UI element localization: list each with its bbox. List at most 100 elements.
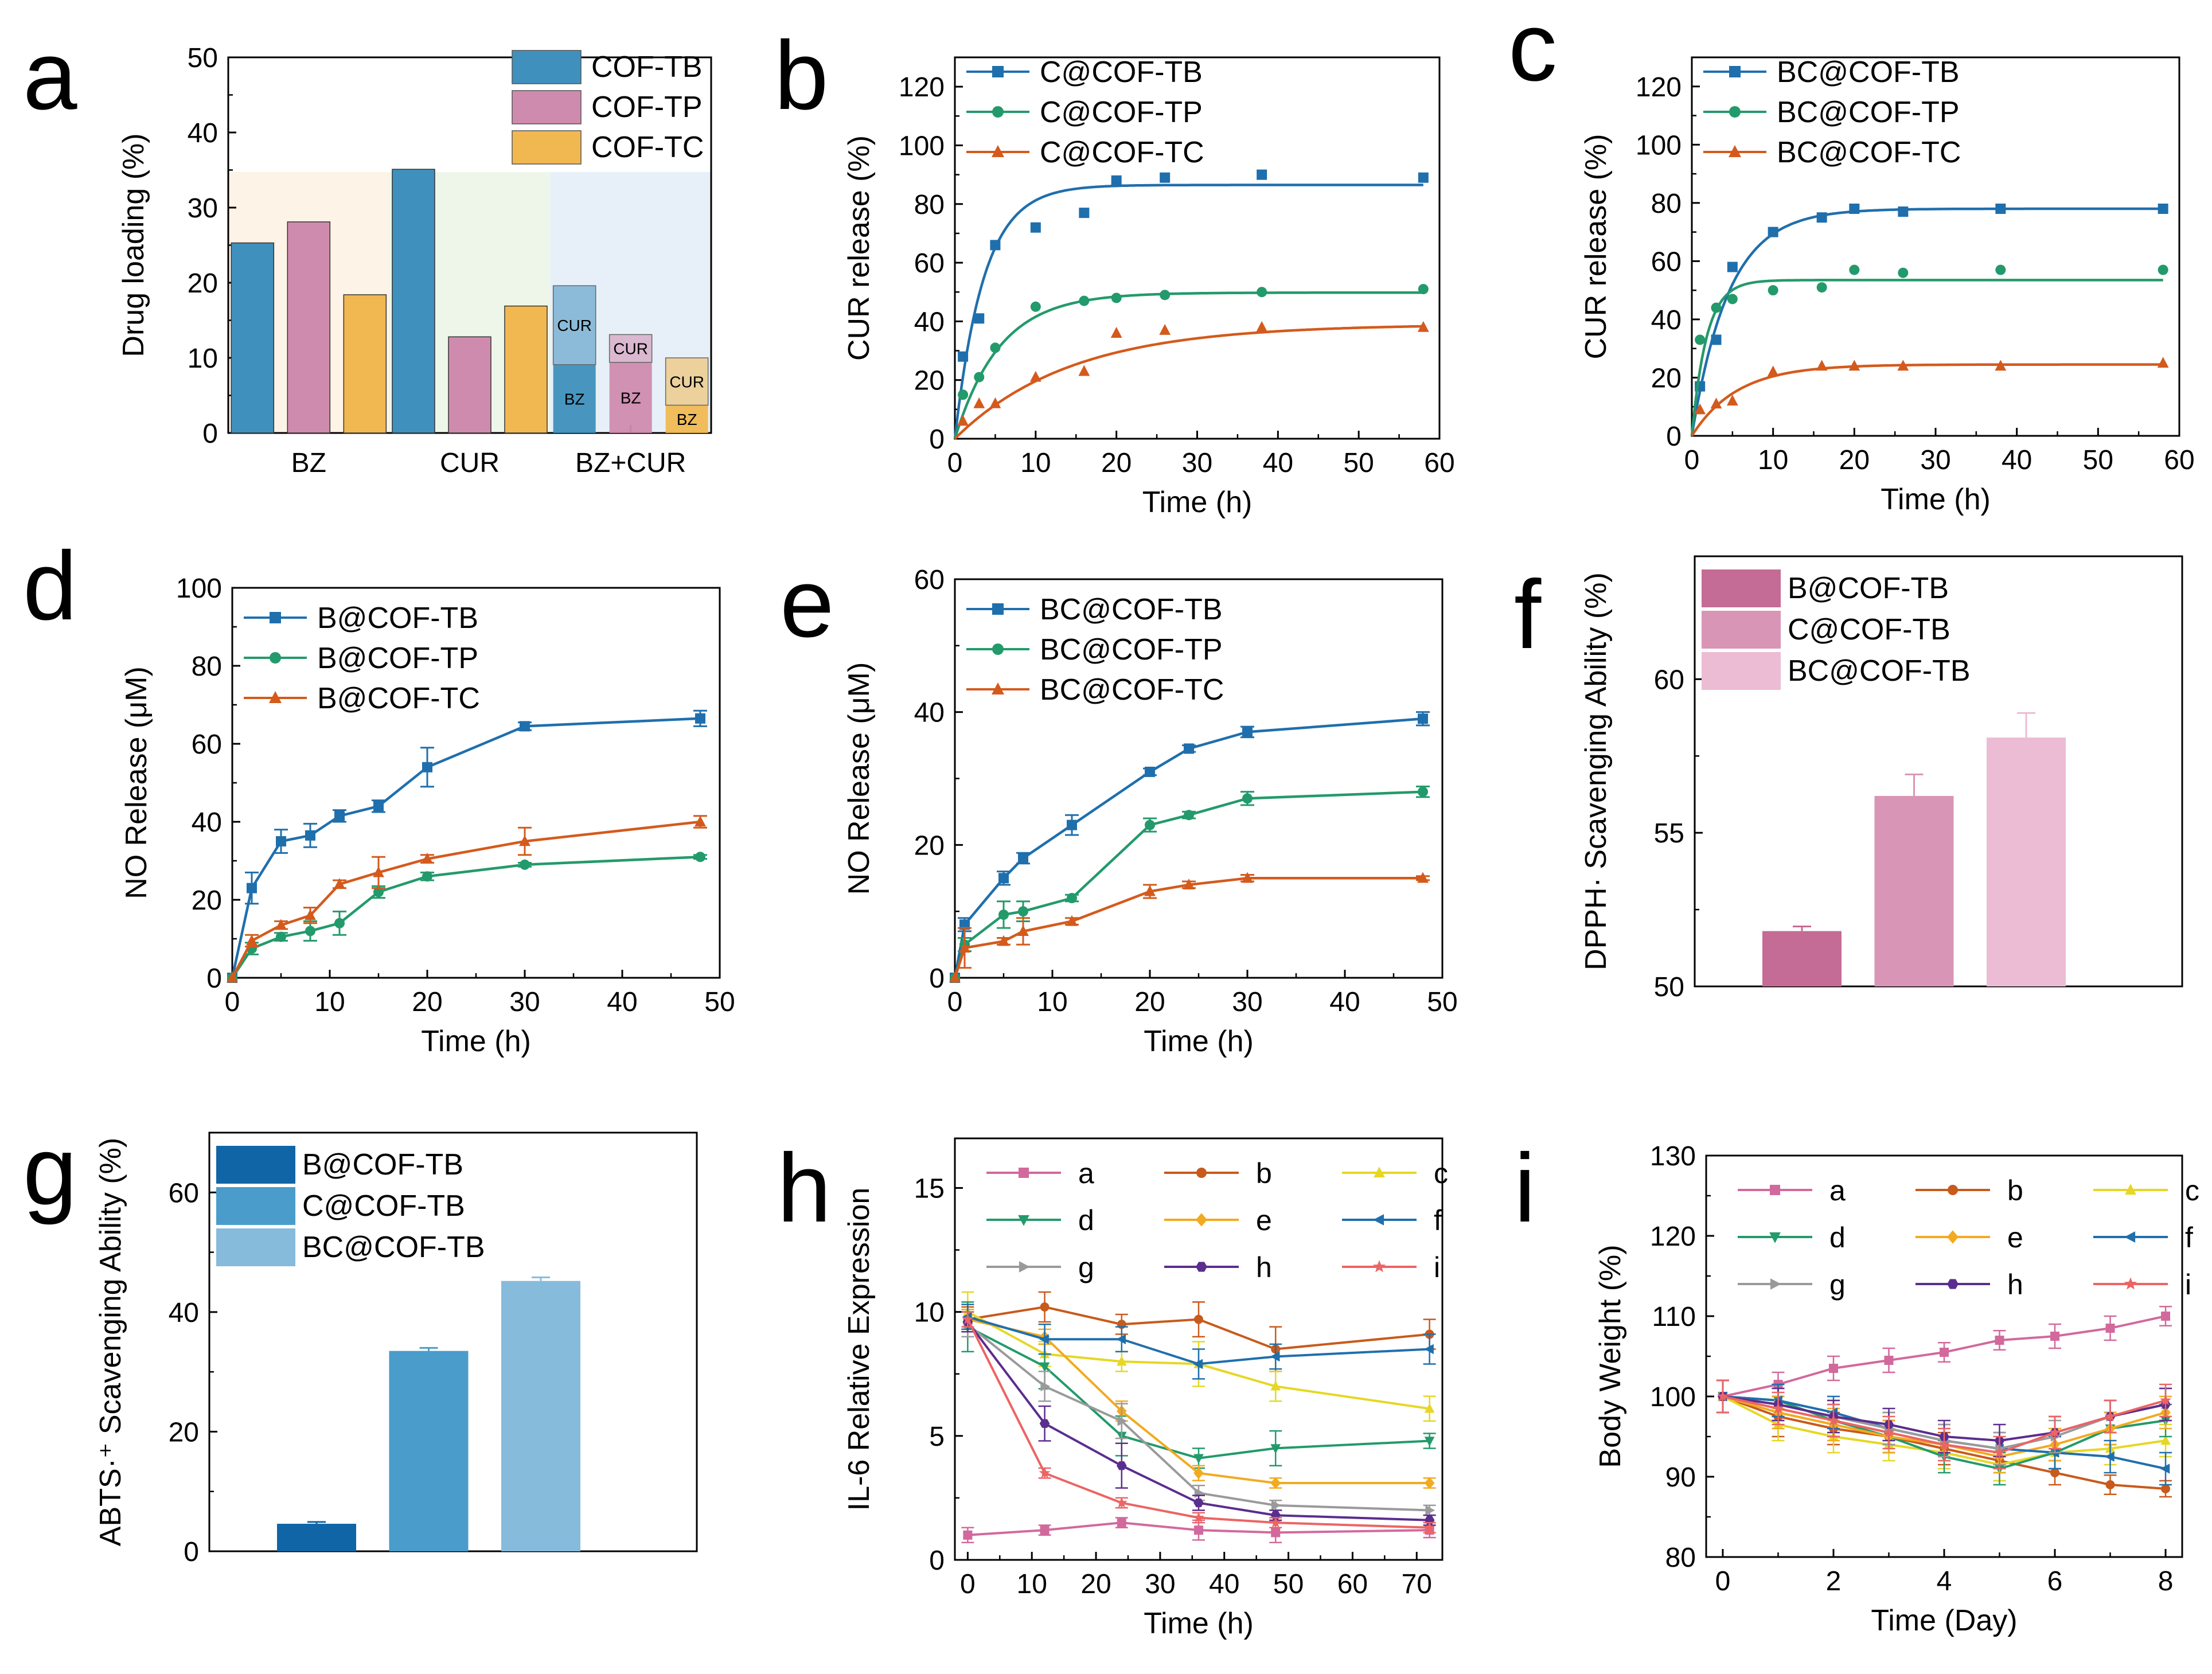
y-tick-label: 60 [914,565,945,595]
y-tick-label: 55 [1654,818,1684,849]
data-point [1018,906,1028,917]
data-point [1425,1505,1435,1516]
data-point [962,1313,974,1325]
legend-marker [1019,1261,1030,1273]
data-point [1110,327,1122,338]
x-tick-label: 10 [314,987,345,1017]
x-tick-label: 0 [947,987,963,1017]
data-point [1079,208,1090,218]
data-point [1257,169,1267,180]
x-tick-label: 30 [1920,445,1950,475]
data-point [1418,172,1429,183]
x-axis-label: Time (h) [1144,1025,1254,1058]
legend-label: d [1829,1222,1846,1254]
data-point [1079,295,1090,306]
data-point [1144,885,1156,896]
y-tick-label: 120 [1636,72,1682,103]
x-axis-label: Time (h) [421,1025,531,1058]
legend-marker [1729,106,1741,118]
data-point [1828,1414,1839,1426]
data-point [305,830,315,841]
data-point [373,866,384,877]
y-tick-label: 0 [929,963,945,994]
x-tick-label: 60 [2164,445,2194,475]
x-tick-label: 0 [947,448,963,478]
legend-label: BC@COF-TP [1777,96,1960,129]
data-point [998,873,1009,884]
y-axis-label: Drug loading (%) [117,133,150,357]
data-point [422,871,432,882]
legend-label: f [2185,1222,2193,1254]
y-tick-label: 120 [1650,1222,1696,1252]
legend-label: B@COF-TB [317,602,478,635]
x-tick-label: 10 [1037,987,1067,1017]
data-point [958,351,969,362]
y-tick-label: 0 [206,963,222,994]
stack-label-bz: BZ [564,390,585,408]
data-point [1727,294,1738,305]
data-point [1039,1362,1050,1372]
legend-marker [1948,1185,1958,1195]
legend-marker [1373,1214,1384,1226]
y-tick-label: 15 [914,1173,945,1204]
bar-stack-bz [553,364,596,433]
data-point [1816,360,1828,371]
plot-frame [954,1137,1444,1561]
data-point [1717,1390,1729,1402]
series-line [953,717,1423,978]
data-point [2160,1435,2171,1445]
data-point [1417,872,1429,883]
fit-line [1690,279,2163,436]
x-axis-label: Time (h) [1881,483,1991,516]
data-point [1711,302,1722,313]
x-tick-label: 10 [1758,445,1788,475]
legend-label: BC@COF-TB [302,1231,485,1264]
data-point [1116,1461,1127,1470]
data-point [1030,301,1041,312]
legend-marker [1947,1279,1959,1289]
y-tick-label: 40 [914,698,945,728]
y-tick-label: 30 [188,193,218,224]
series-line [967,1318,1430,1484]
y-axis-label: CUR release (%) [842,135,876,361]
y-tick-label: 40 [169,1298,199,1328]
legend-marker [1018,1215,1029,1226]
fit-line [1690,207,2163,436]
data-point [1884,1356,1894,1365]
y-tick-label: 10 [914,1298,945,1328]
data-point [1111,175,1122,186]
fit-line [1691,363,2163,437]
panel-letter-h: h [777,1134,832,1243]
bar [448,336,491,434]
legend-marker [1769,1232,1781,1243]
y-tick-label: 50 [188,43,218,73]
data-point [1194,1314,1203,1324]
y-tick-label: 110 [1652,1302,1696,1332]
legend-marker [992,682,1004,694]
data-point [1116,1334,1126,1345]
data-point [1067,820,1077,830]
legend-label: B@COF-TB [1788,572,1949,605]
legend-swatch [512,90,582,124]
data-point [2160,1394,2171,1406]
data-point [1767,365,1779,377]
data-point [1418,284,1429,295]
legend-label: COF-TP [591,91,703,124]
data-point [1424,1477,1435,1489]
panel-f: 50 55 60 DPPH· Scavenging Ability (%) B@COF-… [1579,555,2183,1002]
data-point [998,935,1009,946]
data-point [1029,370,1041,382]
bar [1762,931,1842,986]
panel-letter-a: a [23,21,77,130]
x-tick-label: 40 [1209,1569,1239,1599]
data-point [1271,1528,1281,1538]
data-point [1017,925,1029,936]
legend-swatch [1702,652,1781,690]
data-point [1938,1438,1950,1450]
y-tick-label: 0 [184,1537,199,1567]
y-tick-label: 5 [929,1422,945,1452]
legend-marker [1019,1168,1029,1178]
legend-marker [2125,1184,2136,1195]
x-tick-label: 40 [607,987,637,1017]
